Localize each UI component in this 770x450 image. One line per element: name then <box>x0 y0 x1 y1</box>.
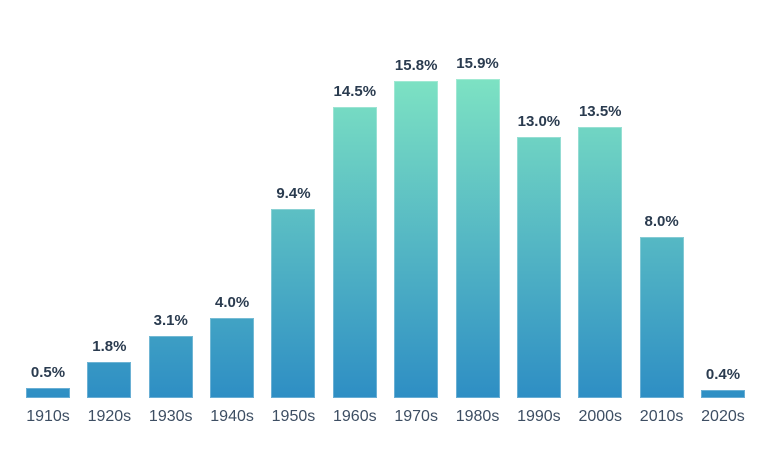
bar[interactable] <box>87 362 132 398</box>
bar[interactable] <box>394 81 439 398</box>
x-axis-tick-label: 2000s <box>578 408 623 425</box>
bar-column: 4.0% 1940s <box>210 0 255 425</box>
bar-column: 13.0% 1990s <box>516 0 561 425</box>
bar-column: 14.5% 1960s <box>332 0 377 425</box>
x-axis-tick-label: 1920s <box>87 408 132 425</box>
bar-value-label: 0.4% <box>705 366 741 383</box>
x-axis-tick-label: 1980s <box>455 408 500 425</box>
bar-value-label: 15.8% <box>394 57 438 74</box>
bar-value-label: 8.0% <box>644 213 679 230</box>
x-axis-tick-label: 2010s <box>639 408 684 425</box>
bar-column: 15.9% 1980s <box>455 0 500 425</box>
bar[interactable] <box>332 107 377 398</box>
bar-column: 13.5% 2000s <box>578 0 623 425</box>
bar-column: 9.4% 1950s <box>271 0 316 425</box>
bar-value-label: 9.4% <box>276 185 311 202</box>
bar-value-label: 13.0% <box>517 113 561 130</box>
x-axis-tick-label: 1910s <box>26 408 70 425</box>
bar[interactable] <box>26 388 70 398</box>
bar-value-label: 14.5% <box>333 83 377 100</box>
bar-value-label: 1.8% <box>92 338 127 355</box>
x-axis-tick-label: 1940s <box>210 408 254 425</box>
x-axis-tick-label: 1960s <box>333 408 377 425</box>
bar-value-label: 3.1% <box>153 312 188 329</box>
bar[interactable] <box>148 336 193 398</box>
bar[interactable] <box>271 209 316 398</box>
bar-value-label: 0.5% <box>30 364 66 381</box>
bar[interactable] <box>455 79 500 398</box>
bar-column: 1.8% 1920s <box>87 0 132 425</box>
bar-value-label: 15.9% <box>456 55 499 72</box>
x-axis-tick-label: 1950s <box>271 408 316 425</box>
bar-column: 15.8% 1970s <box>394 0 439 425</box>
bar-column: 0.4% 2020s <box>700 0 745 425</box>
x-axis-tick-label: 1970s <box>394 408 438 425</box>
bar[interactable] <box>578 127 623 398</box>
bar[interactable] <box>210 318 255 398</box>
bar-column: 8.0% 2010s <box>639 0 684 425</box>
bar[interactable] <box>516 137 561 398</box>
bar[interactable] <box>700 390 745 398</box>
plot-area: 0.5% 1910s 1.8% 1920s 3.1% 1930s 4.0% 19… <box>26 0 745 425</box>
x-axis-tick-label: 1930s <box>148 408 193 425</box>
bar-value-label: 4.0% <box>214 294 250 311</box>
bar-column: 3.1% 1930s <box>148 0 193 425</box>
bar-column: 0.5% 1910s <box>26 0 70 425</box>
x-axis-tick-label: 1990s <box>517 408 561 425</box>
bar[interactable] <box>639 237 684 398</box>
bar-value-label: 13.5% <box>578 103 622 120</box>
x-axis-tick-label: 2020s <box>701 408 745 425</box>
